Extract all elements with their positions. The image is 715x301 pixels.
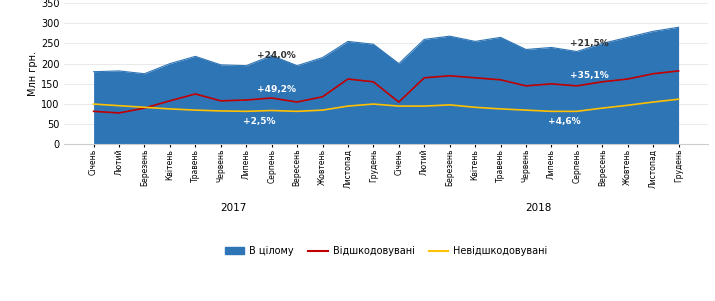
Text: +2,5%: +2,5% xyxy=(242,116,275,126)
Text: 2018: 2018 xyxy=(526,203,552,213)
Text: +4,6%: +4,6% xyxy=(548,116,581,126)
Legend: В цілому, Відшкодовувані, Невідшкодовувані: В цілому, Відшкодовувані, Невідшкодовува… xyxy=(221,242,551,260)
Text: 2017: 2017 xyxy=(220,203,247,213)
Text: +24,0%: +24,0% xyxy=(257,51,296,60)
Text: +35,1%: +35,1% xyxy=(570,71,609,80)
Text: +49,2%: +49,2% xyxy=(257,85,296,94)
Text: +21,5%: +21,5% xyxy=(570,39,609,48)
Y-axis label: Млн грн.: Млн грн. xyxy=(28,51,38,96)
